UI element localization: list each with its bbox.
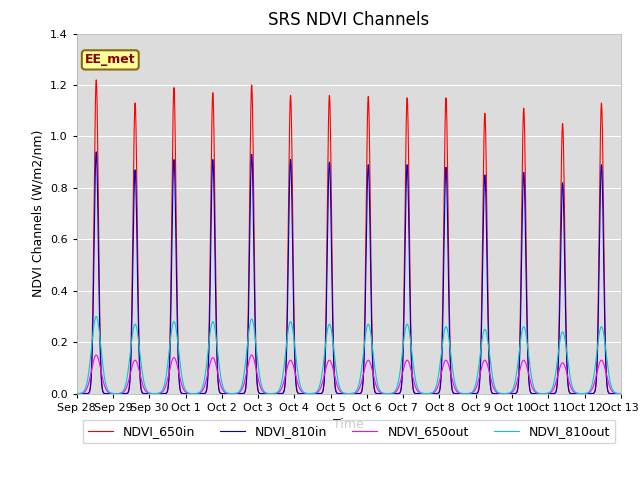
NDVI_650in: [278, 391, 286, 396]
NDVI_650out: [278, 384, 286, 390]
NDVI_650out: [73, 391, 81, 396]
NDVI_650out: [337, 388, 344, 394]
NDVI_650out: [441, 358, 449, 364]
NDVI_810in: [102, 391, 109, 396]
NDVI_650in: [441, 131, 449, 137]
NDVI_810out: [92, 313, 100, 319]
Line: NDVI_810in: NDVI_810in: [77, 152, 621, 394]
NDVI_810in: [441, 192, 449, 198]
Line: NDVI_650in: NDVI_650in: [77, 80, 621, 394]
NDVI_650out: [289, 362, 297, 368]
NDVI_650in: [92, 77, 100, 83]
NDVI_810in: [92, 149, 100, 155]
NDVI_650out: [248, 352, 255, 358]
NDVI_810out: [289, 329, 297, 335]
NDVI_650out: [216, 377, 223, 383]
NDVI_650in: [337, 391, 344, 396]
NDVI_650in: [102, 391, 109, 396]
Line: NDVI_650out: NDVI_650out: [77, 355, 621, 394]
NDVI_810in: [73, 391, 81, 396]
Text: EE_met: EE_met: [85, 53, 136, 66]
NDVI_810out: [102, 380, 109, 385]
NDVI_650in: [289, 246, 297, 252]
NDVI_810in: [617, 391, 625, 396]
NDVI_810out: [617, 391, 625, 396]
Line: NDVI_810out: NDVI_810out: [77, 316, 621, 394]
X-axis label: Time: Time: [333, 418, 364, 431]
Legend: NDVI_650in, NDVI_810in, NDVI_650out, NDVI_810out: NDVI_650in, NDVI_810in, NDVI_650out, NDV…: [83, 420, 615, 443]
NDVI_810out: [278, 376, 286, 382]
NDVI_650out: [617, 391, 625, 396]
NDVI_810out: [337, 386, 344, 392]
NDVI_650in: [73, 391, 81, 396]
NDVI_650out: [102, 385, 109, 391]
NDVI_650in: [617, 391, 625, 396]
NDVI_810in: [337, 391, 344, 396]
NDVI_650in: [216, 388, 223, 394]
Title: SRS NDVI Channels: SRS NDVI Channels: [268, 11, 429, 29]
NDVI_810out: [216, 364, 223, 370]
NDVI_810out: [73, 391, 81, 396]
Y-axis label: NDVI Channels (W/m2/nm): NDVI Channels (W/m2/nm): [31, 130, 44, 297]
NDVI_810in: [289, 277, 297, 283]
NDVI_810out: [441, 325, 449, 331]
NDVI_810in: [216, 388, 223, 394]
NDVI_810in: [278, 391, 286, 396]
